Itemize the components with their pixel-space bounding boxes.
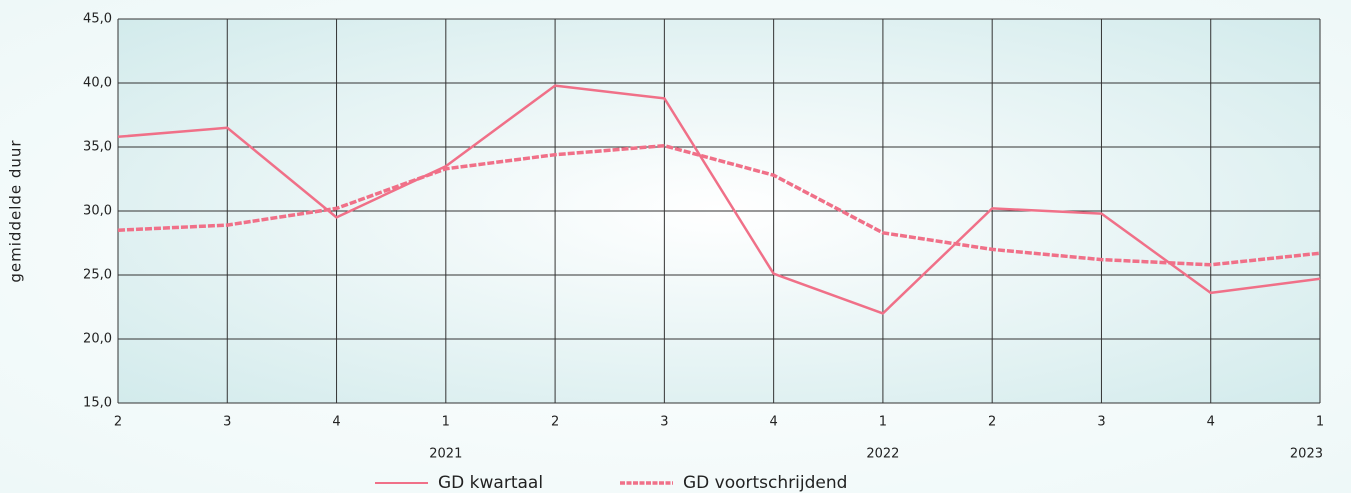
x-tick-label: 4 xyxy=(332,415,340,430)
x-year-label: 2022 xyxy=(866,447,899,462)
x-tick-label: 3 xyxy=(660,415,668,430)
x-tick-label: 4 xyxy=(1207,415,1215,430)
x-year-label: 2023 xyxy=(1290,447,1323,462)
x-tick-label: 3 xyxy=(1097,415,1105,430)
x-tick-label: 4 xyxy=(769,415,777,430)
x-tick-label: 1 xyxy=(1316,415,1324,430)
y-tick-label: 45,0 xyxy=(83,12,112,27)
legend-label: GD kwartaal xyxy=(438,473,543,493)
x-year-label: 2021 xyxy=(429,447,462,462)
y-tick-label: 30,0 xyxy=(83,204,112,219)
legend-label: GD voortschrijdend xyxy=(683,473,847,493)
x-tick-label: 1 xyxy=(879,415,887,430)
x-tick-label: 2 xyxy=(114,415,122,430)
series-line xyxy=(117,143,1321,267)
y-tick-label: 25,0 xyxy=(83,268,112,283)
x-tick-label: 3 xyxy=(223,415,231,430)
x-tick-label: 2 xyxy=(988,415,996,430)
y-tick-label: 20,0 xyxy=(83,332,112,347)
x-tick-label: 1 xyxy=(442,415,450,430)
y-axis-label: gemiddelde duur xyxy=(7,139,25,282)
y-tick-label: 15,0 xyxy=(83,396,112,411)
series-line xyxy=(117,84,1321,315)
y-tick-label: 35,0 xyxy=(83,140,112,155)
y-tick-label: 40,0 xyxy=(83,76,112,91)
x-tick-label: 2 xyxy=(551,415,559,430)
